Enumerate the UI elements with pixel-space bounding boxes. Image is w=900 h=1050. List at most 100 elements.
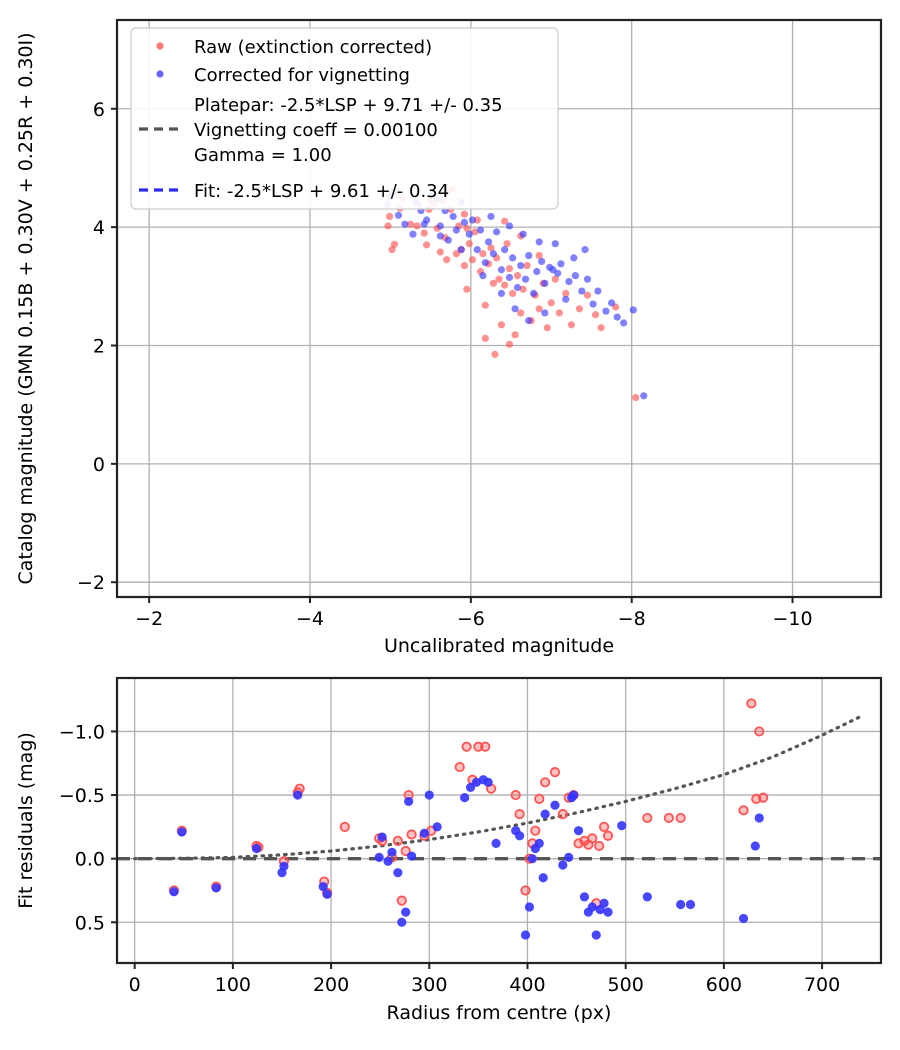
legend-label-platepar-1: Vignetting coeff = 0.00100	[194, 120, 438, 141]
xtick-label: −2	[135, 608, 163, 630]
data-point	[603, 907, 613, 917]
data-point	[517, 309, 525, 317]
data-point	[557, 260, 565, 268]
data-point	[386, 212, 394, 221]
data-point	[501, 281, 509, 289]
legend-label-platepar-0: Platepar: -2.5*LSP + 9.71 +/- 0.35	[194, 95, 503, 116]
data-point	[293, 790, 303, 800]
data-point	[443, 256, 451, 264]
data-point	[460, 792, 470, 803]
data-point	[489, 279, 497, 287]
legend-label-platepar-2: Gamma = 1.00	[194, 145, 332, 166]
data-point	[505, 222, 514, 230]
plot2-frame	[115, 676, 883, 965]
data-point	[401, 907, 411, 917]
data-point	[640, 392, 648, 400]
data-point	[473, 246, 481, 254]
data-point	[581, 246, 589, 254]
data-point	[510, 789, 521, 801]
data-point	[460, 218, 469, 226]
data-point	[483, 777, 493, 787]
data-point	[489, 250, 497, 258]
data-point	[480, 741, 491, 752]
data-point	[578, 287, 586, 295]
data-point	[519, 285, 527, 293]
legend-label-raw: Raw (extinction corrected)	[194, 37, 432, 58]
data-point	[571, 272, 580, 280]
data-point	[551, 275, 559, 283]
data-point	[513, 272, 522, 280]
plot2-series-raw	[168, 698, 769, 909]
data-point	[675, 812, 686, 824]
data-point	[535, 305, 543, 313]
data-point	[393, 868, 403, 878]
data-point	[476, 226, 485, 234]
data-point	[520, 930, 531, 940]
data-point	[511, 331, 519, 339]
data-point	[583, 291, 592, 299]
data-point	[481, 301, 489, 309]
data-point	[746, 698, 757, 709]
data-point	[562, 295, 570, 303]
data-point	[562, 289, 570, 298]
data-point	[420, 220, 428, 228]
plot2-ticks: 0 100 200 300 400 500 600 700 0.5 0.0 −0.5 −1.0	[59, 721, 840, 996]
data-point	[538, 873, 548, 883]
data-point	[535, 238, 543, 246]
data-point	[463, 224, 471, 232]
data-point	[497, 266, 506, 274]
data-point	[452, 250, 460, 258]
data-point	[523, 261, 531, 270]
data-point	[177, 827, 187, 837]
data-point	[509, 254, 517, 262]
plot2-gridlines	[117, 678, 881, 963]
data-point	[461, 741, 472, 752]
xtick-label: −10	[772, 608, 812, 630]
data-point	[468, 256, 477, 264]
data-point	[413, 222, 421, 230]
data-point	[436, 248, 444, 256]
data-point	[479, 250, 487, 258]
data-point	[613, 313, 621, 321]
xtick-label: −4	[296, 608, 324, 630]
data-point	[540, 777, 551, 788]
data-point	[541, 279, 549, 287]
data-point	[390, 240, 399, 248]
data-point	[384, 222, 392, 230]
data-point	[457, 246, 465, 254]
data-point	[463, 285, 471, 293]
plot1-series-corrected	[383, 188, 648, 400]
data-point	[501, 217, 509, 225]
xtick-label: −8	[618, 608, 646, 630]
data-point	[501, 246, 509, 254]
data-point	[629, 306, 637, 314]
data-point	[432, 822, 442, 832]
data-point	[521, 275, 530, 283]
data-point	[558, 860, 568, 870]
data-point	[509, 289, 517, 298]
plot1-legend: Raw (extinction corrected) Corrected for …	[130, 27, 559, 210]
data-point	[394, 211, 403, 219]
data-point	[444, 236, 452, 244]
data-point	[473, 741, 484, 752]
fit-residuals-plot: 0 100 200 300 400 500 600 700 0.5 0.0 −0.5 −1.0 Radi…	[15, 676, 883, 1024]
data-point	[594, 840, 605, 852]
legend-label-corrected: Corrected for vignetting	[194, 65, 410, 86]
data-point	[419, 828, 429, 838]
data-point	[567, 792, 577, 803]
data-point	[491, 838, 501, 849]
ytick-label: −1.0	[59, 721, 105, 743]
data-point	[567, 321, 575, 329]
data-point	[514, 809, 525, 820]
plot1-xaxis-label: Uncalibrated magnitude	[384, 635, 614, 657]
data-point	[484, 238, 493, 246]
data-point	[738, 913, 749, 924]
data-point	[530, 825, 541, 836]
data-point	[465, 240, 473, 248]
plot1-ticks: −2 −4 −6 −8 −10 −2 0 2 4 6	[77, 99, 813, 630]
plot1-yaxis-label: Catalog magnitude (GMN 0.15B + 0.30V + 0…	[15, 32, 37, 584]
xtick-label: 200	[313, 974, 349, 996]
data-point	[676, 899, 686, 910]
data-point	[449, 212, 457, 221]
data-point	[534, 838, 544, 849]
